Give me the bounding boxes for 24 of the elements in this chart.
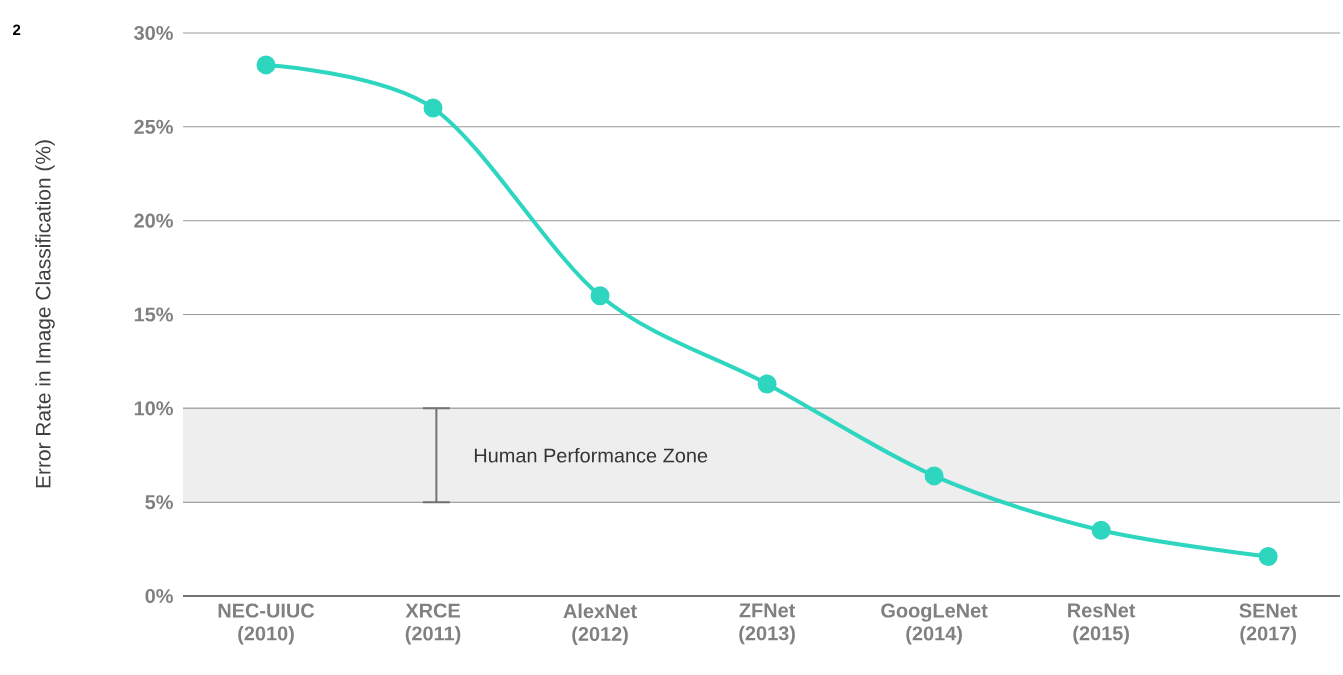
point [757, 374, 777, 394]
y-tick-label: 25% [134, 119, 173, 134]
y-tick-label: 10% [134, 401, 173, 416]
x-tick-label: ZFNet (2013) [739, 603, 796, 645]
point [590, 286, 610, 306]
point [256, 55, 276, 75]
x-tick-label: AlexNet (2012) [563, 603, 637, 646]
x-tick-label: ResNet (2015) [1068, 603, 1136, 645]
x-tick-label: SENet (2017) [1239, 603, 1298, 645]
x-tick-label: GoogLeNet (2014) [881, 603, 988, 645]
point [924, 466, 944, 486]
y-tick-label: 0% [145, 588, 173, 604]
x-tick-label: NEC-UIUC (2010) [218, 603, 315, 645]
y-tick-label: 5% [145, 495, 173, 510]
y-tick-label: 20% [134, 213, 173, 228]
y-axis-title: Error Rate in Image Classification (%) [35, 140, 55, 488]
y-tick-label: 30% [134, 25, 173, 41]
text: 2 [13, 24, 21, 35]
point [423, 98, 443, 118]
y-tick-label: 15% [134, 307, 173, 322]
point [1091, 520, 1111, 540]
point [1258, 547, 1278, 567]
x-tick-label: XRCE (2011) [405, 603, 461, 645]
band-label: Human Performance Zone [474, 447, 708, 463]
